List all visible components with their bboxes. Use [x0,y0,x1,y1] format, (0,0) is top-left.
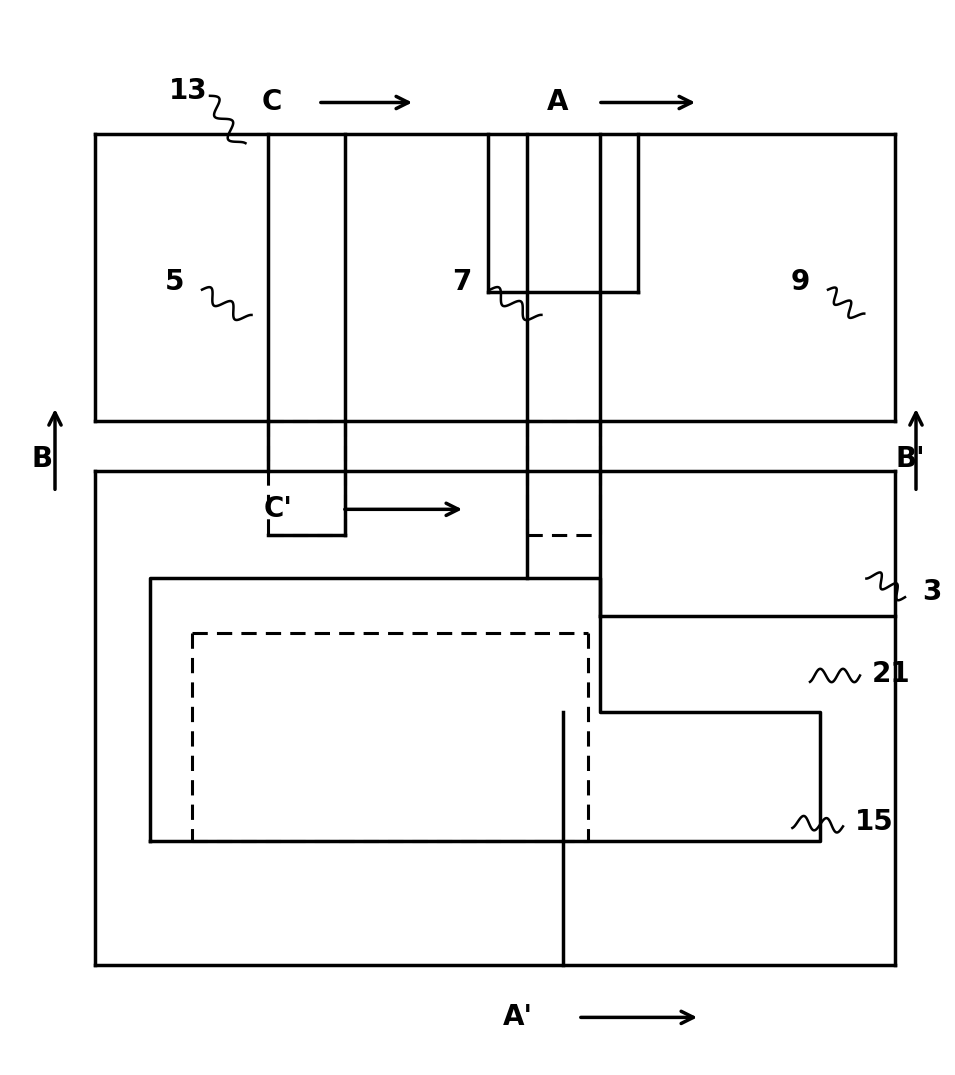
Text: A: A [547,88,569,116]
Text: 21: 21 [872,660,911,688]
Text: 13: 13 [169,77,207,105]
Text: A': A' [503,1003,533,1031]
Text: C: C [262,88,282,116]
Text: B: B [32,445,53,473]
Text: C': C' [264,496,292,524]
Text: 7: 7 [453,268,472,296]
Text: 15: 15 [855,807,894,835]
Text: 3: 3 [922,578,942,606]
Text: 5: 5 [165,268,184,296]
Text: 9: 9 [791,268,810,296]
Text: B': B' [895,445,924,473]
